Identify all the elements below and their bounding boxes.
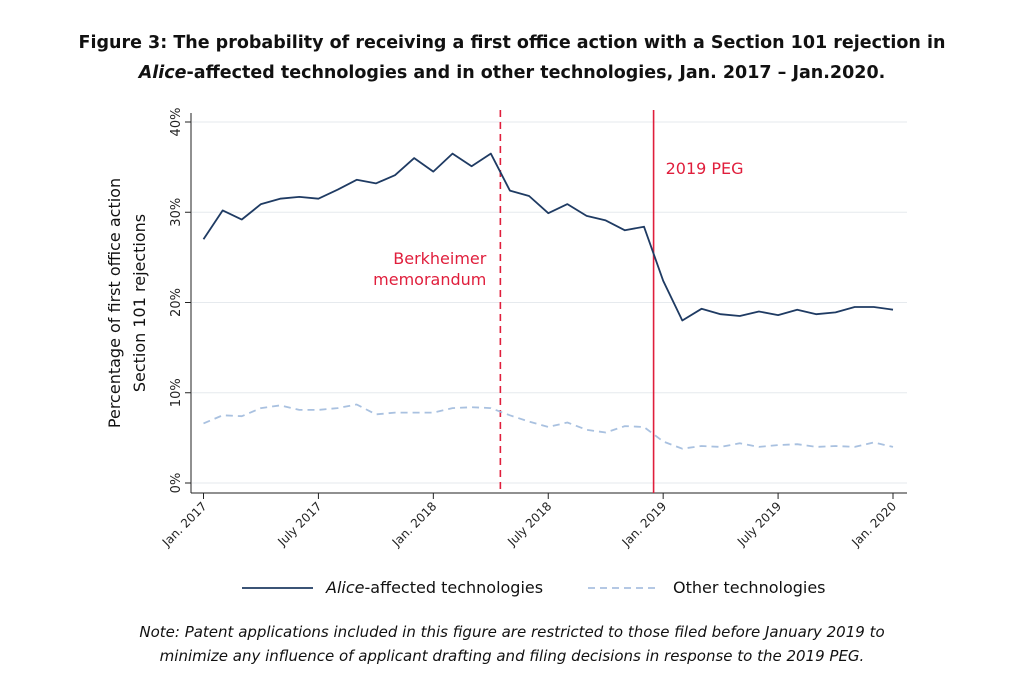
y-tick-label: 20% <box>169 288 184 317</box>
y-tick-label: 30% <box>169 198 184 227</box>
x-tick-label: Jan. 2019 <box>619 499 670 550</box>
y-tick-label: 40% <box>169 108 184 137</box>
x-tick-label: Jan. 2018 <box>389 499 440 550</box>
x-tick-label: Jan. 2020 <box>848 499 899 550</box>
x-tick-label: July 2017 <box>274 499 324 549</box>
y-tick-label: 10% <box>169 378 184 407</box>
note-line2: minimize any influence of applicant draf… <box>159 647 865 665</box>
title-italic-word: Alice <box>138 63 187 83</box>
x-tick-label: July 2019 <box>734 499 784 549</box>
x-tick-label: July 2018 <box>504 499 554 549</box>
series-other-line <box>203 403 894 450</box>
title-rest: -affected technologies and in other tech… <box>186 63 886 83</box>
berkheimer-label: Berkheimer <box>393 249 487 268</box>
x-tick-label: Jan. 2017 <box>159 499 210 550</box>
y-axis-label: Percentage of first office action <box>105 178 124 428</box>
berkheimer-label: memorandum <box>373 270 486 289</box>
y-axis-label: Section 101 rejections <box>130 214 149 392</box>
note-line1: Note: Patent applications included in th… <box>139 623 885 641</box>
series-alice-line <box>202 152 894 322</box>
legend-label-alice: Alice-affected technologies <box>325 578 543 597</box>
legend-label-other: Other technologies <box>673 578 826 597</box>
chart-title-line2: Alice-affected technologies and in other… <box>0 58 1024 88</box>
y-tick-label: 0% <box>169 473 184 494</box>
chart-title-line1: Figure 3: The probability of receiving a… <box>78 33 946 53</box>
peg-label: 2019 PEG <box>666 159 744 178</box>
